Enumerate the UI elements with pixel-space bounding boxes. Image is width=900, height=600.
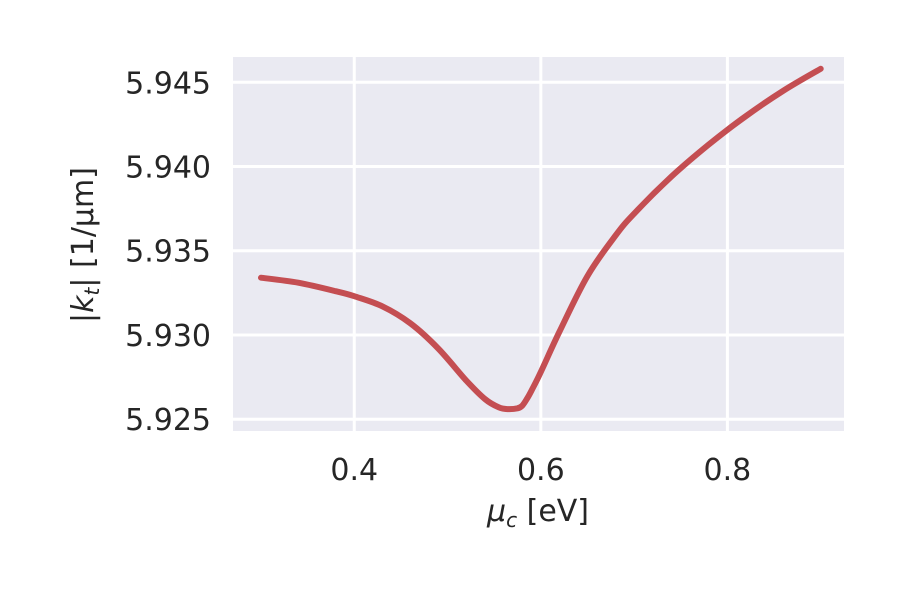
series-group [258, 65, 824, 413]
x-tick-label: 0.8 [704, 453, 752, 488]
y-tick-label: 5.945 [125, 66, 211, 101]
x-axis-label: μc [eV] [486, 494, 589, 532]
y-tick-label: 5.925 [125, 403, 211, 438]
y-axis-label: |kt| [1/μm] [66, 167, 104, 323]
x-tick-labels: 0.4 0.6 0.8 [330, 453, 751, 488]
y-tick-label: 5.940 [125, 151, 211, 186]
x-tick-label: 0.6 [517, 453, 565, 488]
y-tick-label: 5.930 [125, 319, 211, 354]
x-tick-label: 0.4 [330, 453, 378, 488]
grid-lines [233, 57, 844, 431]
y-tick-labels: 5.925 5.930 5.935 5.940 5.945 [125, 66, 211, 438]
y-tick-label: 5.935 [125, 235, 211, 270]
series-line [258, 65, 824, 413]
